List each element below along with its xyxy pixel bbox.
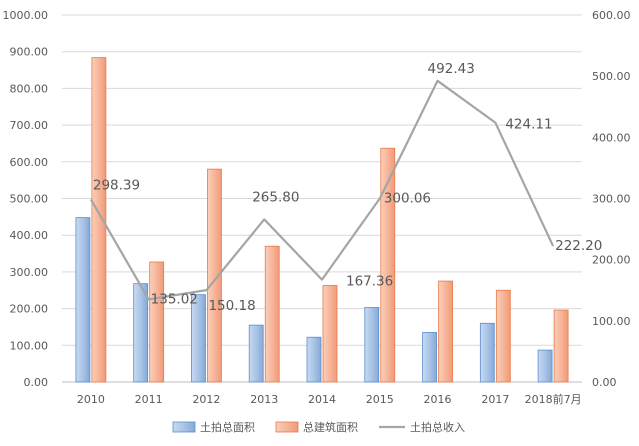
bar-zong-jianzhu-mianji [264,245,280,383]
legend-item-tupai-zongshouru: 土拍总收入 [379,420,465,434]
right-axis-tick-label: 200.00 [592,254,631,267]
line-series: 298.39 135.02 150.18 265.80 167.36 300.06 492.… [89,61,602,314]
line-data-label: 265.80 [252,189,299,205]
grid [62,14,582,383]
legend-swatch [172,421,196,433]
legend-label: 总建筑面积 [303,420,358,434]
bar-tupai-zongmianji [191,294,206,383]
left-axis-tick-label: 800.00 [10,82,49,95]
line-tupai-zongshouru [89,79,555,301]
category-tick-label: 2012 [192,393,220,406]
line-data-label: 135.02 [151,291,198,307]
right-axis: 0.00 100.00 200.00 300.00 400.00 500.00 600.00 [592,9,631,389]
left-axis-tick-label: 600.00 [10,156,49,169]
category-axis: 2010 2011 2012 2013 2014 2015 2016 2017 2018前7月 [77,392,582,406]
right-axis-tick-label: 100.00 [592,315,631,328]
legend-item-zong-jianzhu-mianji: 总建筑面积 [275,420,358,434]
bar-zong-jianzhu-mianji [91,57,107,383]
bar-tupai-zongmianji [306,336,322,383]
category-tick-label: 2014 [308,393,336,406]
left-axis-tick-label: 900.00 [10,46,49,59]
left-axis-tick-label: 400.00 [10,229,49,242]
line-data-label: 298.39 [93,177,140,193]
bar-tupai-zongmianji [75,217,91,383]
left-axis-tick-label: 500.00 [10,193,49,206]
bar-zong-jianzhu-mianji [322,285,338,383]
left-axis-tick-label: 100.00 [10,339,49,352]
bar-zong-jianzhu-mianji [149,261,165,383]
line-data-label: 300.06 [384,190,431,206]
bar-zong-jianzhu-mianji [553,309,569,383]
legend-swatch [275,421,299,433]
right-axis-tick-label: 0.00 [592,376,617,389]
legend-label: 土拍总收入 [410,420,465,434]
bar-tupai-zongmianji [537,349,553,383]
line-data-label: 424.11 [505,117,552,133]
bar-zong-jianzhu-mianji [495,289,511,383]
category-tick-label: 2016 [424,393,452,406]
category-tick-label: 2018前7月 [525,392,582,406]
left-axis-tick-label: 700.00 [10,119,49,132]
line-data-label: 150.18 [208,298,255,314]
bar-zong-jianzhu-mianji [207,168,222,383]
bar-tupai-zongmianji [248,324,264,383]
left-axis-tick-label: 0.00 [24,376,49,389]
bar-zong-jianzhu-mianji [380,147,396,383]
bar-tupai-zongmianji [133,283,149,383]
line-data-label: 222.20 [555,238,602,254]
bar-zong-jianzhu-mianji [438,280,453,383]
bar-tupai-zongmianji [364,307,380,383]
category-tick-label: 2013 [250,393,278,406]
left-axis-tick-label: 300.00 [10,266,49,279]
left-axis-tick-label: 200.00 [10,303,49,316]
legend-item-tupai-zongmianji: 土拍总面积 [172,420,255,434]
category-tick-label: 2010 [77,393,105,406]
left-axis: 0.00 100.00 200.00 300.00 400.00 500.00 600.00… [3,9,49,389]
bars [75,57,569,383]
right-axis-tick-label: 300.00 [592,193,631,206]
bar-tupai-zongmianji [422,332,437,383]
category-tick-label: 2015 [366,393,394,406]
right-axis-tick-label: 400.00 [592,131,631,144]
line-data-label: 167.36 [346,274,393,290]
category-tick-label: 2011 [135,393,163,406]
left-axis-tick-label: 1000.00 [3,9,49,22]
bar-tupai-zongmianji [479,322,495,383]
category-tick-label: 2017 [481,393,509,406]
legend-label: 土拍总面积 [200,420,255,434]
legend: 土拍总面积 总建筑面积 土拍总收入 [172,420,465,434]
right-axis-tick-label: 600.00 [592,9,631,22]
right-axis-tick-label: 500.00 [592,70,631,83]
line-data-label: 492.43 [428,61,475,77]
